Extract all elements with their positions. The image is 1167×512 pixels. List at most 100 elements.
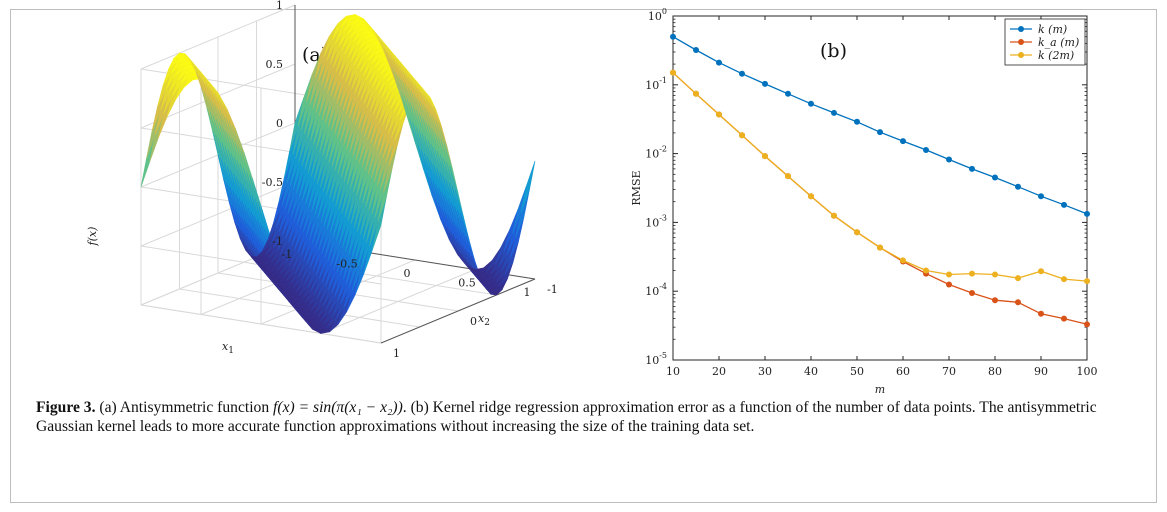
series-2-point bbox=[969, 270, 975, 277]
x-tick-label: 80 bbox=[988, 365, 1002, 378]
series-1-point bbox=[1061, 315, 1067, 322]
series-2-point bbox=[992, 271, 998, 278]
y-tick-exponent: -2 bbox=[659, 145, 667, 154]
series-2-point bbox=[716, 111, 722, 118]
series-2-point bbox=[693, 90, 699, 97]
series-0-point bbox=[693, 47, 699, 54]
series-1-point bbox=[992, 297, 998, 304]
y-tick-exponent: -4 bbox=[659, 282, 667, 291]
x-tick-label: 30 bbox=[758, 365, 772, 378]
y-tick-label: 10-2 bbox=[645, 145, 667, 161]
y-tick-label: 10-5 bbox=[645, 351, 667, 367]
x-tick-label: 100 bbox=[1077, 365, 1098, 378]
z-tick-label: -0.5 bbox=[262, 176, 283, 189]
y-tick-label: 10-4 bbox=[645, 282, 667, 298]
y-tick-label: 100 bbox=[648, 7, 667, 23]
series-0-point bbox=[969, 165, 975, 172]
series-0-point bbox=[946, 156, 952, 163]
series-2-point bbox=[946, 271, 952, 278]
x1-tick-label: 0 bbox=[404, 267, 411, 280]
y-tick-exponent: 0 bbox=[662, 7, 667, 16]
panel-b-label: (b) bbox=[820, 40, 847, 62]
x-tick-label: 20 bbox=[712, 365, 726, 378]
x2-tick-label: -1 bbox=[547, 283, 558, 296]
series-2-point bbox=[923, 267, 929, 274]
series-0-point bbox=[785, 90, 791, 97]
x-axis-label: m bbox=[875, 383, 885, 396]
y-tick-exponent: -1 bbox=[659, 76, 667, 85]
figure-caption: Figure 3. (a) Antisymmetric function f(x… bbox=[36, 398, 1126, 436]
legend-entry: k (2m) bbox=[1038, 49, 1074, 62]
series-1-point bbox=[969, 290, 975, 297]
series-2-point bbox=[785, 173, 791, 180]
y-tick-label: 10-1 bbox=[645, 76, 667, 92]
legend-marker bbox=[1018, 52, 1024, 58]
series-0-point bbox=[716, 59, 722, 66]
series-2-point bbox=[1061, 276, 1067, 283]
y-tick-label: 10-3 bbox=[645, 213, 667, 229]
x2-tick-label: 0 bbox=[470, 315, 477, 328]
caption-figure-number: Figure 3. bbox=[36, 399, 96, 416]
series-0-point bbox=[1061, 201, 1067, 208]
z-tick-label: 1 bbox=[276, 0, 283, 12]
series-2-point bbox=[1015, 275, 1021, 282]
surface-patch bbox=[520, 160, 536, 214]
x-tick-label: 10 bbox=[666, 365, 680, 378]
z-tick-label: 0.5 bbox=[266, 58, 284, 71]
x1-tick-label: 1 bbox=[524, 286, 531, 299]
x-tick-label: 60 bbox=[896, 365, 910, 378]
x-tick-label: 70 bbox=[942, 365, 956, 378]
plot-box bbox=[672, 15, 1088, 361]
series-0-point bbox=[1038, 193, 1044, 200]
series-0-point bbox=[1084, 210, 1090, 217]
series-1-point bbox=[1015, 299, 1021, 306]
series-2-point bbox=[739, 132, 745, 139]
y-tick-exponent: -3 bbox=[659, 213, 667, 222]
series-0-point bbox=[877, 129, 883, 136]
y-tick-exponent: -5 bbox=[659, 351, 667, 360]
series-2-point bbox=[831, 212, 837, 219]
x-tick-label: 40 bbox=[804, 365, 818, 378]
series-1-point bbox=[946, 281, 952, 288]
x2-axis-label: x2 bbox=[478, 312, 490, 328]
x-tick-label: 50 bbox=[850, 365, 864, 378]
series-2-point bbox=[900, 257, 906, 264]
legend-marker bbox=[1018, 26, 1024, 32]
legend-marker bbox=[1018, 39, 1024, 45]
x1-axis-label: x1 bbox=[222, 340, 234, 356]
series-0-point bbox=[900, 138, 906, 145]
series-0-point bbox=[762, 80, 768, 87]
series-2-point bbox=[1084, 278, 1090, 285]
series-2-point bbox=[877, 244, 883, 251]
x2-axis-line bbox=[380, 278, 536, 344]
series-2-point bbox=[1038, 268, 1044, 275]
series-1-point bbox=[1038, 310, 1044, 317]
z-tick-label: -1 bbox=[272, 235, 283, 248]
series-0-point bbox=[808, 100, 814, 107]
caption-text-b: . (b) Kernel ridge regression approximat… bbox=[36, 399, 1097, 435]
x1-axis-subscript: 1 bbox=[228, 346, 234, 356]
series-0-point bbox=[992, 174, 998, 181]
x1-tick-label: -0.5 bbox=[336, 258, 357, 271]
z-axis-label: f(x) bbox=[86, 227, 99, 247]
x2-tick-label: 1 bbox=[393, 347, 400, 360]
x2-floor-grid-line bbox=[140, 304, 382, 344]
series-0-point bbox=[1015, 183, 1021, 190]
x2-axis-subscript: 2 bbox=[484, 318, 490, 328]
caption-text-a: (a) Antisymmetric function bbox=[95, 399, 274, 416]
x-tick-label: 90 bbox=[1034, 365, 1048, 378]
legend-entry: k (m) bbox=[1038, 23, 1067, 36]
series-2-point bbox=[854, 229, 860, 236]
series-0-point bbox=[739, 70, 745, 77]
caption-formula: f(x) = sin(π(x₁ − x₂)) bbox=[273, 399, 403, 416]
series-line-1 bbox=[672, 72, 1088, 325]
x1-tick-label: 0.5 bbox=[458, 277, 476, 290]
series-0-point bbox=[854, 118, 860, 125]
series-2-point bbox=[762, 153, 768, 160]
legend-entry: k_a (m) bbox=[1038, 36, 1079, 49]
z-tick-label: 0 bbox=[276, 117, 283, 130]
y-axis-label: RMSE bbox=[630, 170, 643, 205]
series-2-point bbox=[670, 69, 676, 76]
